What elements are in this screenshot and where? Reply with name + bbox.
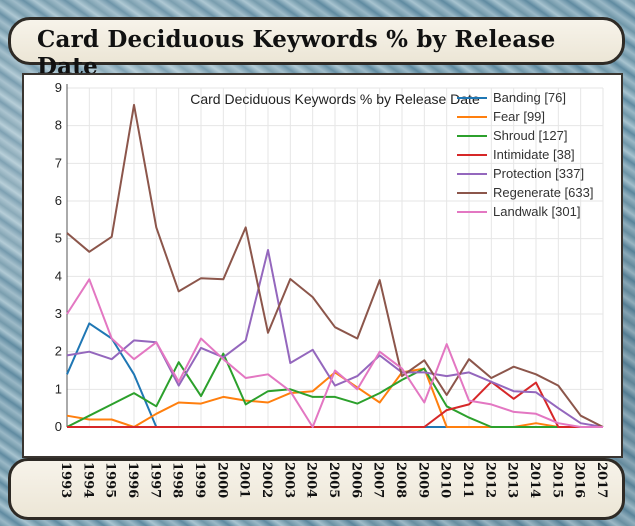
x-tick-label: 2007 [371,462,386,498]
x-tick-label: 1997 [147,462,162,498]
x-tick-label: 2014 [527,462,542,498]
x-tick-label: 2017 [594,462,609,498]
y-tick-label: 2 [55,344,62,359]
series-line-regenerate [66,103,604,428]
x-tick-label: 2000 [214,462,229,498]
legend-label: Banding [76] [493,90,566,105]
x-tick-label: 2011 [460,462,475,498]
x-tick-label: 2015 [549,462,564,498]
x-tick-label: 2002 [259,462,274,498]
x-axis-year-bar [8,458,625,520]
x-tick-label: 2008 [393,462,408,498]
x-tick-label: 1998 [170,462,185,498]
series-line-landwalk [66,278,603,428]
x-tick-label: 2006 [348,462,363,498]
x-tick-label: 2005 [326,462,341,498]
y-tick-label: 6 [55,193,62,208]
x-tick-label: 1995 [103,462,118,498]
legend-label: Regenerate [633] [493,185,593,200]
x-tick-label: 1999 [192,462,207,498]
x-tick-label: 2010 [438,462,453,498]
x-tick-label: 2009 [415,462,430,498]
x-tick-label: 1994 [80,462,95,498]
x-tick-label: 1996 [125,462,140,498]
y-tick-label: 3 [55,306,62,321]
legend-label: Landwalk [301] [493,204,580,219]
y-tick-label: 7 [55,155,62,170]
y-tick-label: 8 [55,118,62,133]
x-tick-label: 2013 [505,462,520,498]
y-tick-label: 4 [55,268,62,283]
x-tick-label: 2012 [482,462,497,498]
x-tick-label: 1993 [58,462,73,498]
series-line-shroud [66,352,603,428]
x-tick-label: 2016 [572,462,587,498]
x-tick-label: 2001 [237,462,252,498]
y-tick-label: 1 [55,381,62,396]
y-tick-label: 9 [55,80,62,95]
chart-inner-title: Card Deciduous Keywords % by Release Dat… [190,91,480,107]
y-tick-label: 5 [55,231,62,246]
x-tick-label: 2003 [281,462,296,498]
x-tick-label: 2004 [304,462,319,498]
y-tick-label: 0 [55,419,62,434]
legend-label: Intimidate [38] [493,147,575,162]
legend-label: Protection [337] [493,166,584,181]
series-line-intimidate [67,380,603,428]
legend-label: Shroud [127] [493,128,567,143]
legend-label: Fear [99] [493,109,545,124]
plot-panel [22,73,623,458]
